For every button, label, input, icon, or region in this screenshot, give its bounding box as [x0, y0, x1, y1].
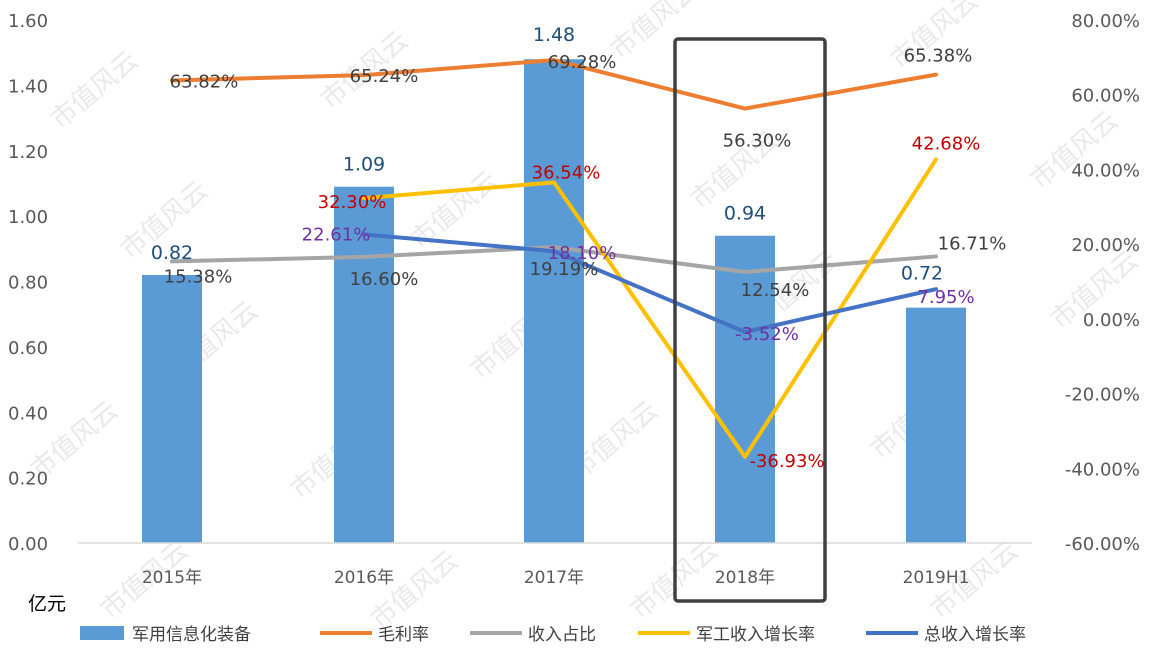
- x-axis: 2015年 2016年 2017年 2018年 2019H1: [142, 568, 970, 588]
- line-data-label: 36.54%: [532, 162, 601, 183]
- legend-label: 毛利率: [378, 625, 429, 645]
- series-line: [170, 58, 938, 111]
- x-axis-tick: 2016年: [334, 568, 394, 588]
- legend: 军用信息化装备 毛利率 收入占比 军工收入增长率 总收入增长率: [80, 625, 1026, 645]
- right-axis-tick: 20.00%: [1071, 235, 1140, 256]
- bar-series: [142, 59, 966, 544]
- legend-label: 总收入增长率: [924, 625, 1026, 645]
- left-axis-tick: 1.40: [8, 76, 48, 97]
- line-data-label: 56.30%: [723, 131, 792, 152]
- series-line: [362, 232, 938, 335]
- line-data-label: 42.68%: [912, 133, 981, 154]
- bar: [334, 186, 394, 544]
- data-labels: 0.82 1.09 1.48 0.94 0.72 63.82% 65.24% 69.28% 56…: [151, 24, 1006, 472]
- bar-data-label: 0.72: [901, 263, 943, 285]
- right-y-axis: -60.00% -40.00% -20.00% 0.00% 20.00% 40.00% 60…: [1065, 11, 1140, 555]
- x-axis-tick: 2015年: [142, 568, 202, 588]
- highlight-box-2018: [673, 37, 827, 603]
- right-axis-tick: -40.00%: [1065, 459, 1140, 480]
- line-data-label: 16.71%: [938, 233, 1007, 254]
- left-y-axis: 0.00 0.20 0.40 0.60 0.80 1.00 1.20 1.40 1.60: [8, 11, 48, 555]
- line-data-label: 65.38%: [904, 46, 973, 67]
- left-axis-tick: 0.60: [8, 338, 48, 359]
- right-axis-tick: 0.00%: [1083, 310, 1140, 331]
- left-axis-tick: 0.80: [8, 273, 48, 294]
- left-axis-tick: 1.60: [8, 11, 48, 32]
- bar: [715, 235, 775, 544]
- line-data-label: 15.38%: [164, 266, 233, 287]
- line-data-label: 32.30%: [318, 192, 387, 213]
- right-axis-tick: 60.00%: [1071, 86, 1140, 107]
- line-data-label: 7.95%: [917, 287, 974, 308]
- line-data-label: 16.60%: [350, 269, 419, 290]
- line-data-label: 18.10%: [548, 243, 617, 264]
- bar-data-label: 1.48: [533, 24, 575, 46]
- legend-label: 军用信息化装备: [132, 625, 251, 645]
- bar-data-label: 1.09: [343, 154, 385, 176]
- line-data-label: 19.19%: [530, 259, 599, 280]
- line-data-label: 12.54%: [741, 280, 810, 301]
- watermark-text: 市值风云: [1025, 106, 1124, 196]
- left-axis-tick: 0.00: [8, 534, 48, 555]
- right-axis-tick: 40.00%: [1071, 160, 1140, 181]
- bar: [524, 59, 584, 543]
- line-data-label: 69.28%: [548, 52, 617, 73]
- line-data-label: 65.24%: [350, 66, 419, 87]
- bar-data-label: 0.82: [151, 242, 193, 264]
- line-data-label: -36.93%: [749, 451, 824, 472]
- line-data-label: 22.61%: [302, 224, 371, 245]
- bar: [142, 274, 202, 543]
- left-axis-tick: 1.20: [8, 142, 48, 163]
- bar-data-label: 0.94: [724, 203, 766, 225]
- left-axis-tick: 1.00: [8, 207, 48, 228]
- series-line: [170, 245, 938, 275]
- x-axis-tick: 2018年: [715, 568, 775, 588]
- legend-swatch: [80, 626, 124, 640]
- legend-label: 军工收入增长率: [696, 625, 815, 645]
- bar: [906, 307, 966, 543]
- x-axis-tick: 2017年: [524, 568, 584, 588]
- watermark-text: 市值风云: [45, 46, 144, 136]
- legend-label: 收入占比: [528, 625, 596, 645]
- left-axis-tick: 0.40: [8, 403, 48, 424]
- right-axis-tick: -20.00%: [1065, 385, 1140, 406]
- watermark-text: 市值风云: [365, 546, 464, 636]
- line-data-label: 63.82%: [170, 71, 239, 92]
- right-axis-tick: -60.00%: [1065, 534, 1140, 555]
- right-axis-tick: 80.00%: [1071, 11, 1140, 32]
- left-axis-tick: 0.20: [8, 469, 48, 490]
- x-axis-tick: 2019H1: [903, 568, 970, 588]
- line-data-label: -3.52%: [735, 324, 799, 345]
- left-axis-unit-label: 亿元: [28, 593, 66, 615]
- series-line: [362, 157, 938, 459]
- line-series: [170, 58, 938, 459]
- watermark-text: 市值风云: [605, 0, 704, 65]
